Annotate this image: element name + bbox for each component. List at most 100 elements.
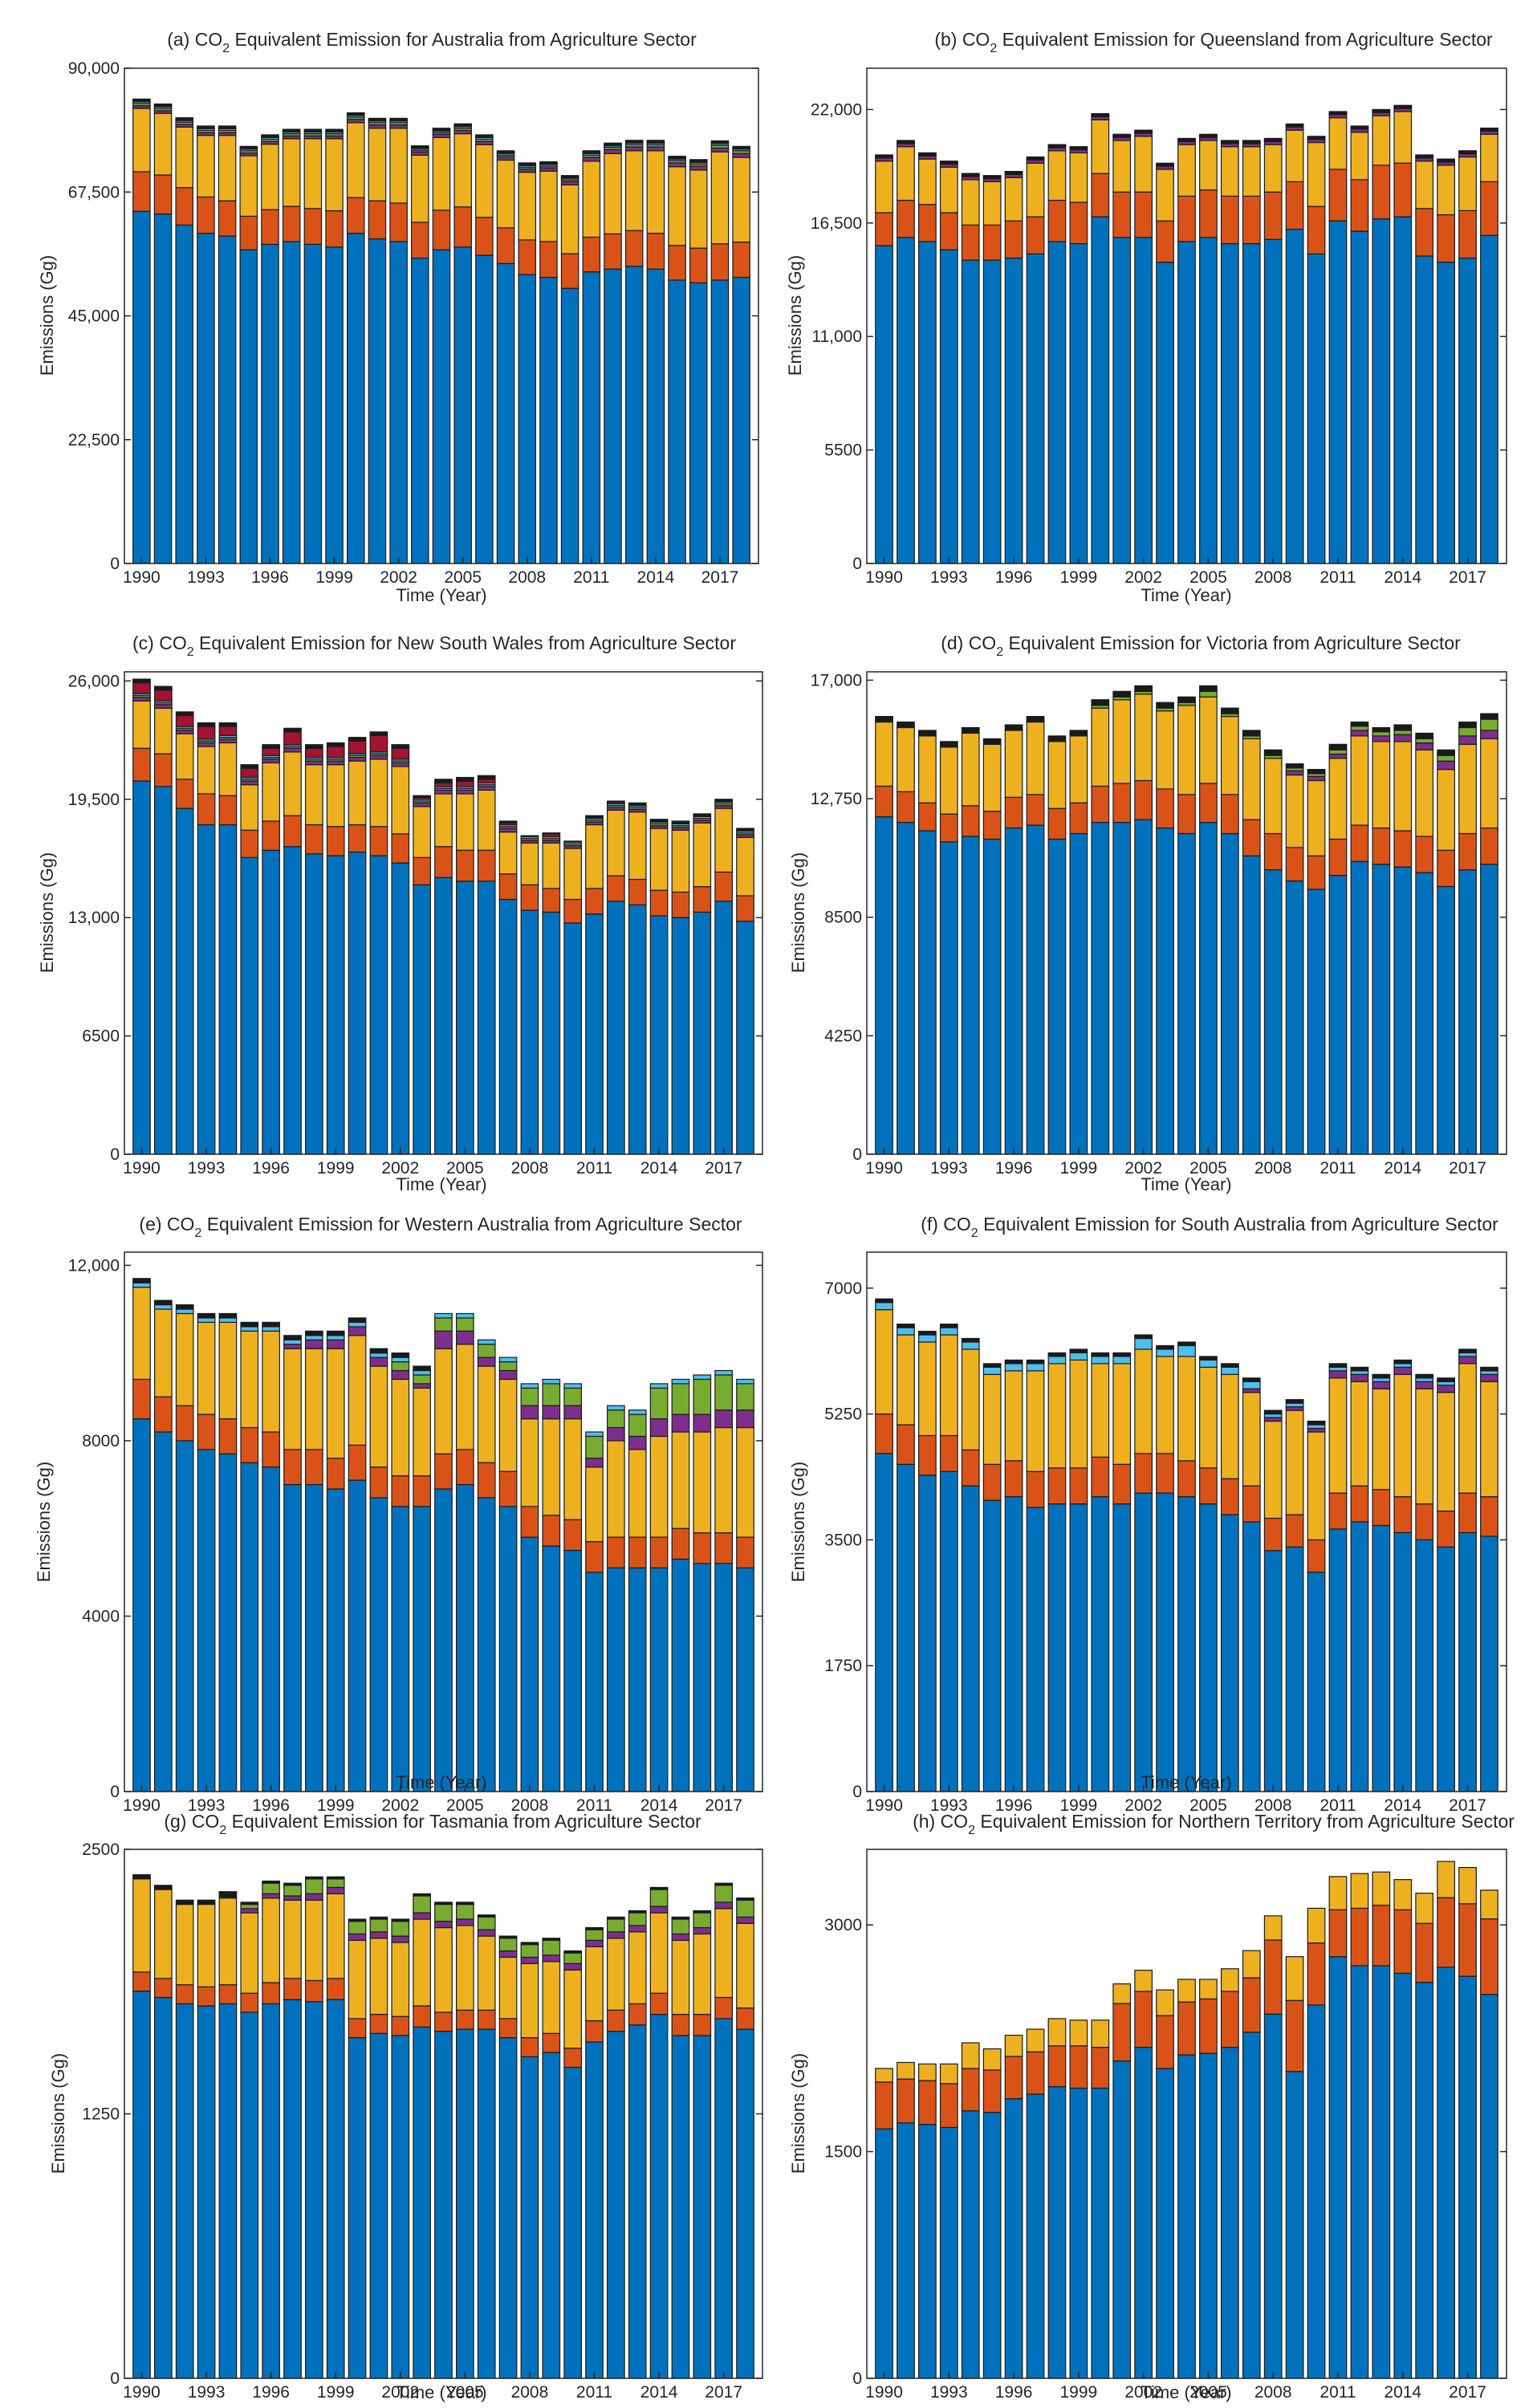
bar-segment: [1199, 1979, 1218, 2000]
bar-segment: [1004, 170, 1023, 173]
bar-segment: [897, 199, 915, 238]
bar-segment: [628, 1413, 647, 1438]
bar-segment: [939, 212, 958, 250]
bar-segment: [1112, 1363, 1132, 1465]
bar-segment: [132, 210, 151, 564]
bar-segment: [1350, 824, 1369, 862]
bar-segment: [1199, 140, 1218, 191]
x-tick-label: 2005: [446, 2383, 484, 2402]
bar-segment: [175, 1308, 194, 1315]
bar-segment: [1004, 220, 1023, 259]
bar-segment: [693, 1374, 712, 1381]
bar-segment: [649, 915, 669, 1155]
bar-segment: [346, 122, 365, 198]
bar-segment: [585, 1946, 604, 2022]
bar-segment: [434, 782, 453, 787]
bar-segment: [939, 166, 958, 214]
bar-segment: [1004, 730, 1023, 798]
bar-segment: [1242, 1388, 1261, 1393]
bar-segment: [1112, 133, 1132, 136]
bar-segment: [1350, 1373, 1369, 1382]
bar-segment: [305, 747, 323, 759]
bar-segment: [736, 828, 754, 832]
bar-segment: [369, 2032, 388, 2379]
bar-segment: [475, 254, 494, 564]
bar-segment: [1415, 255, 1434, 564]
y-tick-label: 13,000: [68, 909, 120, 927]
bar-segment: [693, 1378, 712, 1415]
bar-segment: [1177, 195, 1196, 242]
bar-segment: [875, 1302, 893, 1311]
x-tick-label: 1996: [995, 568, 1033, 587]
bar-segment: [1458, 1903, 1477, 1977]
bar-segment: [413, 856, 431, 885]
y-tick-label: 5500: [824, 441, 862, 460]
bar-segment: [1437, 1385, 1455, 1393]
bar-segment: [1177, 144, 1196, 197]
bar-segment: [326, 1488, 345, 1792]
bar-segment: [1350, 1907, 1369, 1967]
bar-segment: [607, 1567, 625, 1792]
x-tick-label: 2008: [511, 2383, 549, 2402]
bar-segment: [368, 124, 387, 129]
bar-segment: [1134, 1991, 1153, 2048]
bar-segment: [391, 2035, 410, 2379]
bar-segment: [1480, 1889, 1498, 1920]
bar-segment: [649, 889, 669, 917]
bar-segment: [961, 726, 980, 734]
bar-segment: [1350, 125, 1369, 128]
bar-segment: [1047, 241, 1067, 564]
bar-segment: [1350, 1965, 1369, 2379]
bar-segment: [305, 853, 323, 1155]
bar-segment: [671, 1933, 690, 1941]
bar-segment: [154, 1978, 173, 1999]
bar-segment: [1220, 140, 1239, 142]
bar-segment: [1285, 1999, 1304, 2072]
bar-segment: [262, 1330, 280, 1433]
bar-segment: [1372, 726, 1391, 733]
bar-segment: [132, 1378, 151, 1420]
bar-segment: [326, 826, 345, 856]
bar-segment: [1480, 181, 1498, 236]
bar-segment: [262, 1466, 280, 1792]
bar-segment: [1112, 690, 1132, 698]
bar-segment: [477, 1339, 496, 1345]
bar-segment: [1112, 237, 1132, 564]
bar-segment: [714, 1369, 733, 1376]
bar-segment: [456, 1312, 474, 1319]
bar-segment: [961, 1485, 980, 1792]
x-tick-label: 1990: [123, 568, 161, 587]
bar-segment: [1415, 161, 1434, 209]
bar-segment: [607, 875, 625, 902]
bar-segment: [240, 1326, 259, 1332]
bar-segment: [132, 1287, 151, 1381]
bar-segment: [714, 901, 733, 1155]
bar-segment: [496, 159, 515, 229]
bar-segment: [982, 838, 1002, 1155]
bar-segment: [496, 150, 515, 153]
bar-segment: [939, 2083, 958, 2129]
bar-segment: [1480, 1496, 1498, 1537]
bar-segment: [1004, 1359, 1023, 1365]
bar-segment: [1307, 775, 1326, 782]
bar-segment: [391, 744, 410, 749]
bar-segment: [453, 123, 472, 126]
bar-segment: [434, 1903, 453, 1922]
bar-segment: [475, 140, 494, 145]
bar-segment: [961, 1348, 980, 1451]
bar-segment: [305, 1449, 323, 1486]
bar-segment: [1091, 1352, 1110, 1357]
bar-segment: [218, 726, 238, 736]
bar-segment: [453, 132, 472, 208]
bar-segment: [563, 1950, 582, 1954]
x-tick-label: 1993: [930, 2383, 968, 2402]
x-tick-label: 1996: [995, 2383, 1033, 2402]
bar-segment: [693, 911, 712, 1155]
bar-segment: [1350, 1873, 1369, 1910]
bar-segment: [1307, 1942, 1326, 2006]
bar-segment: [671, 1939, 690, 2015]
bar-segment: [1242, 738, 1261, 820]
bar-segment: [1112, 140, 1132, 193]
bar-segment: [736, 2007, 754, 2030]
bar-segment: [1415, 1892, 1434, 1924]
